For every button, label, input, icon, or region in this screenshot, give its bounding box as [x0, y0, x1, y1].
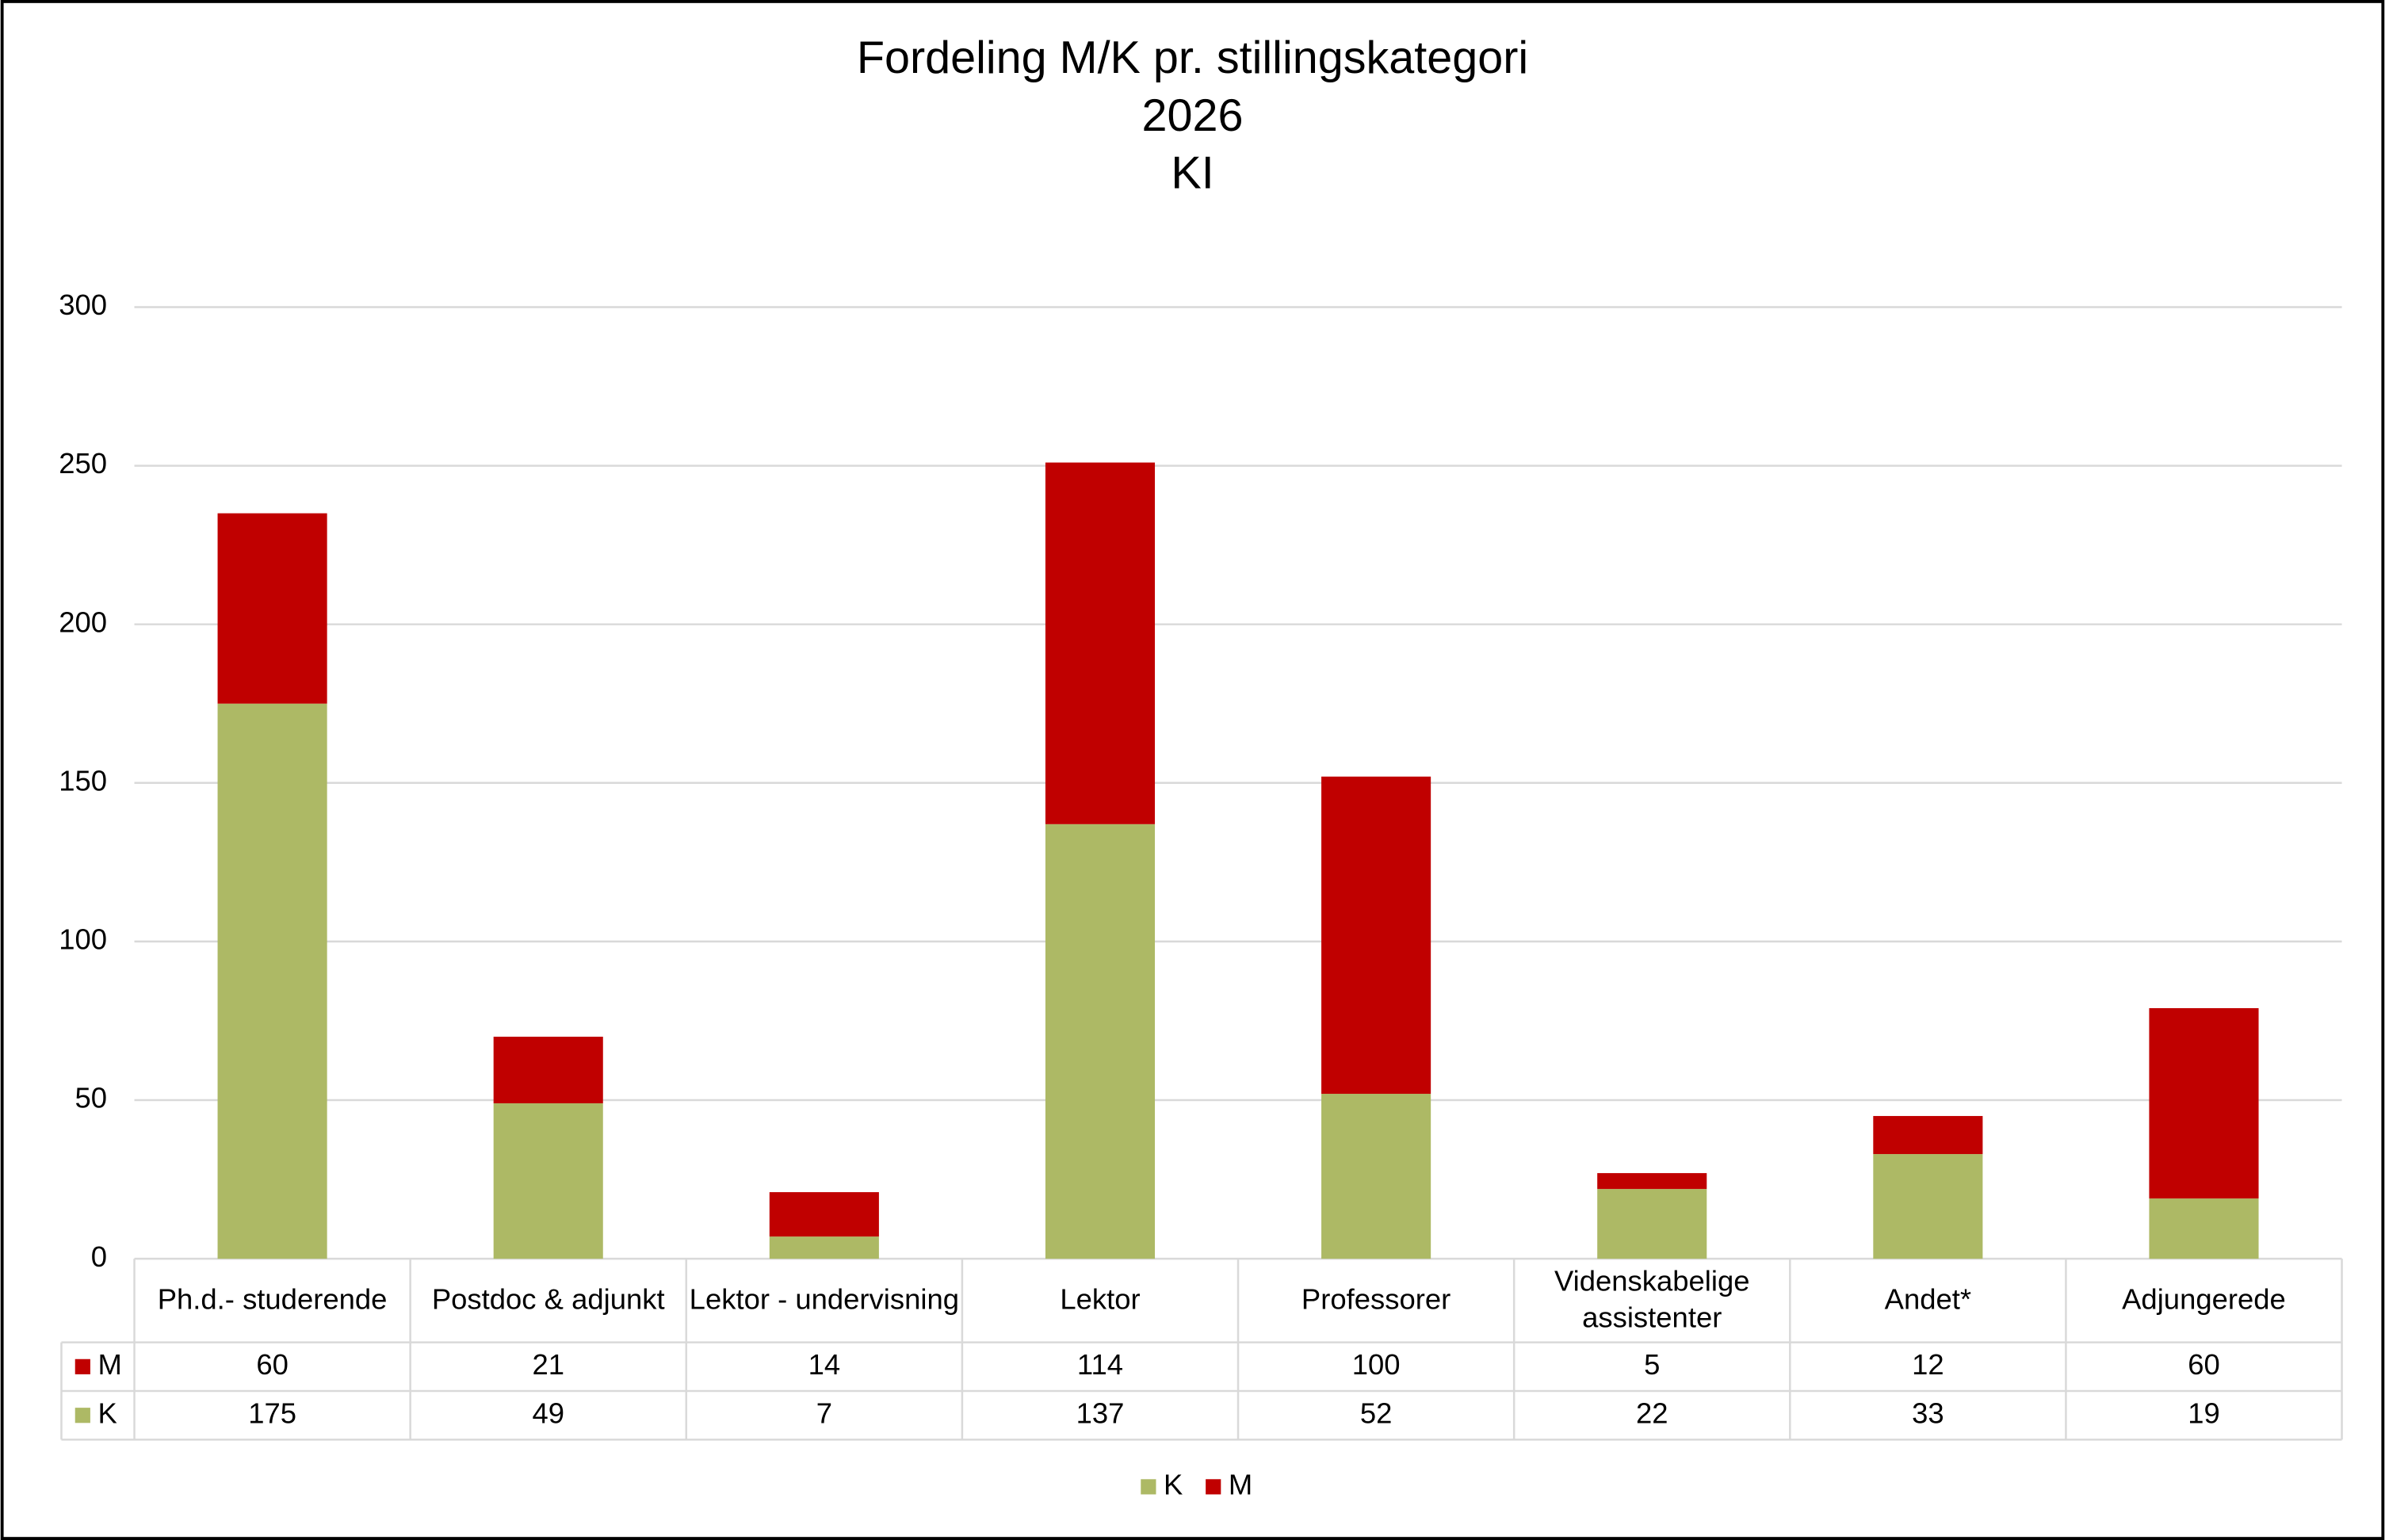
table-header: Andet* [1884, 1283, 1972, 1316]
table-header: Lektor - undervisning [689, 1283, 960, 1316]
table-value: 5 [1644, 1348, 1660, 1381]
table-value: 12 [1912, 1348, 1944, 1381]
bar-segment [493, 1103, 603, 1259]
table-value: 52 [1360, 1397, 1393, 1429]
table-value: 14 [808, 1348, 841, 1381]
bar-segment [1045, 462, 1156, 824]
table-value: 22 [1636, 1397, 1668, 1429]
table-value: 7 [816, 1397, 832, 1429]
y-tick-label: 250 [59, 447, 107, 480]
table-legend-key [75, 1358, 90, 1374]
bar-segment [1321, 1094, 1431, 1259]
table-header-box: Lektor - undervisning [689, 1283, 960, 1316]
table-row-label: K [97, 1397, 117, 1429]
table-header-box: Lektor [1060, 1283, 1141, 1316]
bar-segment [769, 1192, 879, 1237]
table-header: Adjungerede [2122, 1283, 2286, 1316]
bar-segment [2149, 1007, 2259, 1199]
bar-segment [1597, 1189, 1707, 1259]
y-tick-label: 0 [91, 1240, 107, 1273]
table-header: Lektor [1060, 1283, 1141, 1316]
y-tick-label: 100 [59, 923, 107, 956]
bar-segment [2149, 1198, 2259, 1259]
chart-title: Fordeling M/K pr. stillingskategori [857, 32, 1528, 83]
table-value: 175 [248, 1397, 296, 1429]
bar-segment [769, 1236, 879, 1259]
table-header-box: Ph.d.- studerende [157, 1283, 388, 1316]
chart-title: KI [1171, 148, 1214, 199]
table-value: 21 [532, 1348, 564, 1381]
table-header: Videnskabelige assistenter [1554, 1265, 1750, 1335]
bar-segment [217, 513, 327, 704]
table-row-label: M [97, 1348, 121, 1381]
y-tick-label: 200 [59, 606, 107, 638]
table-value: 33 [1912, 1397, 1944, 1429]
table-header-box: Andet* [1884, 1283, 1972, 1316]
y-tick-label: 150 [59, 764, 107, 797]
bar-segment [217, 703, 327, 1259]
table-header-box: Adjungerede [2122, 1283, 2286, 1316]
bar-segment [1873, 1154, 1983, 1259]
bar-segment [1045, 823, 1156, 1259]
chart-title: 2026 [1142, 90, 1244, 141]
table-header: Ph.d.- studerende [157, 1283, 388, 1316]
table-value: 60 [256, 1348, 289, 1381]
legend-key [1141, 1479, 1156, 1495]
legend-label: K [1164, 1468, 1183, 1500]
y-tick-label: 300 [59, 289, 107, 321]
table-header-box: Postdoc & adjunkt [431, 1283, 665, 1316]
bar-segment [493, 1036, 603, 1104]
table-value: 100 [1352, 1348, 1401, 1381]
table-legend-key [75, 1408, 90, 1423]
table-header: Postdoc & adjunkt [431, 1283, 665, 1316]
table-header: Professorer [1301, 1283, 1451, 1316]
bar-segment [1597, 1173, 1707, 1190]
bar-segment [1873, 1116, 1983, 1155]
table-value: 114 [1077, 1348, 1123, 1381]
legend-label: M [1229, 1468, 1252, 1500]
y-tick-label: 50 [75, 1082, 107, 1114]
table-value: 19 [2188, 1397, 2220, 1429]
table-value: 60 [2188, 1348, 2220, 1381]
table-header-box: Professorer [1301, 1283, 1451, 1316]
table-value: 137 [1076, 1397, 1125, 1429]
table-value: 49 [532, 1397, 564, 1429]
bar-segment [1321, 776, 1431, 1095]
table-header-box: Videnskabelige assistenter [1554, 1265, 1750, 1335]
legend-key [1206, 1479, 1221, 1495]
